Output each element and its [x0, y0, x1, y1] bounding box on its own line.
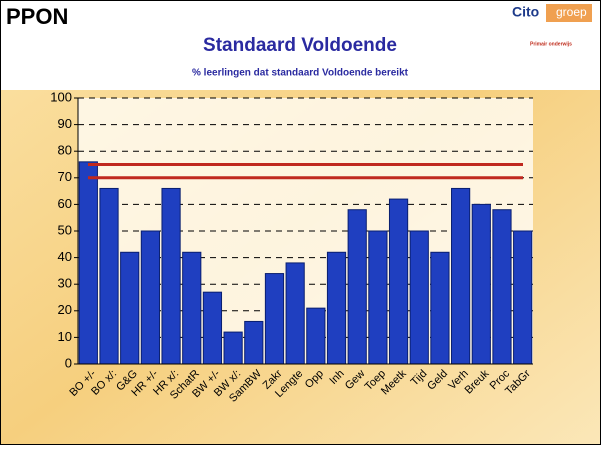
- bar: [451, 187, 471, 365]
- y-tick-label: 30: [58, 276, 72, 291]
- chart-subtitle: % leerlingen dat standaard Voldoende ber…: [192, 68, 409, 79]
- header-band: [0, 0, 601, 90]
- y-tick-label: 10: [58, 329, 72, 344]
- bar: [120, 251, 140, 365]
- logo-brand: Cito: [512, 4, 539, 20]
- bar: [182, 251, 202, 365]
- bar: [430, 251, 450, 365]
- y-tick-label: 80: [58, 143, 72, 158]
- bar: [223, 331, 243, 365]
- bar: [326, 251, 347, 365]
- slide-title: PPON: [6, 4, 68, 29]
- bar: [368, 230, 388, 365]
- bar: [78, 161, 98, 365]
- logo-box: [546, 4, 592, 22]
- logo-tagline: Primair onderwijs: [530, 41, 572, 47]
- logo-suffix: groep: [556, 5, 587, 19]
- bar: [264, 273, 285, 365]
- bar: [202, 291, 223, 365]
- y-tick-label: 100: [50, 89, 72, 104]
- y-tick-label: 0: [65, 355, 72, 370]
- chart-title: Standaard Voldoende: [203, 35, 397, 56]
- bar: [492, 209, 512, 365]
- y-tick-label: 90: [58, 116, 72, 131]
- y-tick-label: 40: [58, 249, 72, 264]
- bar: [161, 187, 181, 365]
- bar: [409, 230, 429, 365]
- bar: [244, 320, 264, 365]
- bar: [471, 203, 491, 365]
- bar: [99, 187, 119, 365]
- bar: [388, 198, 409, 365]
- bar: [513, 230, 533, 365]
- bar: [347, 209, 367, 365]
- y-tick-label: 20: [58, 302, 72, 317]
- y-tick-label: 50: [58, 222, 72, 237]
- bar: [306, 307, 326, 365]
- y-tick-label: 60: [58, 196, 72, 211]
- bar: [140, 230, 160, 365]
- bar: [285, 262, 305, 365]
- y-tick-label: 70: [58, 169, 72, 184]
